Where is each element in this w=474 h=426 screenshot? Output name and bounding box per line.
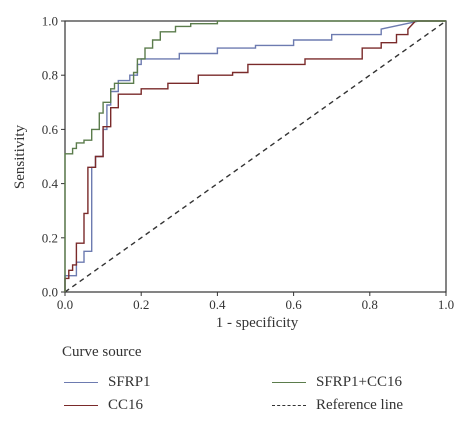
legend-item-cc16: CC16 <box>64 395 143 415</box>
legend-item-sfrp1: SFRP1 <box>64 372 151 392</box>
legend-swatch-reference-line <box>272 404 306 406</box>
x-axis-label: 1 - specificity <box>216 315 299 331</box>
y-tick-label: 0.4 <box>42 176 59 191</box>
x-tick-label: 0.0 <box>57 297 73 312</box>
y-axis-label: Sensitivity <box>12 124 28 189</box>
x-tick-label: 0.2 <box>133 297 149 312</box>
series-line-sfrp1-cc16 <box>64 20 446 292</box>
legend-item-reference-line: Reference line <box>272 395 403 415</box>
y-tick-label: 0.0 <box>42 285 58 300</box>
y-tick-label: 0.8 <box>42 68 58 83</box>
legend-swatch-sfrp1-cc16 <box>272 381 306 383</box>
legend-title: Curve source <box>62 344 142 360</box>
legend-label-sfrp1-cc16: SFRP1+CC16 <box>316 373 403 390</box>
legend-swatch-cc16 <box>64 404 98 406</box>
x-tick-label: 1.0 <box>438 297 454 312</box>
legend-label-cc16: CC16 <box>108 396 144 413</box>
legend-label-reference-line: Reference line <box>316 396 404 413</box>
legend-item-sfrp1-cc16: SFRP1+CC16 <box>272 372 402 392</box>
series-line-reference-line <box>64 20 447 293</box>
legend-label-sfrp1: SFRP1 <box>108 373 151 390</box>
series-line-sfrp1 <box>64 20 446 292</box>
series-line-cc16 <box>64 20 446 292</box>
y-tick-label: 0.2 <box>42 230 58 245</box>
legend-swatch-sfrp1 <box>64 381 98 383</box>
y-tick-label: 1.0 <box>42 14 58 29</box>
x-tick-label: 0.6 <box>285 297 302 312</box>
x-tick-label: 0.8 <box>362 297 378 312</box>
y-tick-label: 0.6 <box>42 122 59 137</box>
x-tick-label: 0.4 <box>209 297 226 312</box>
